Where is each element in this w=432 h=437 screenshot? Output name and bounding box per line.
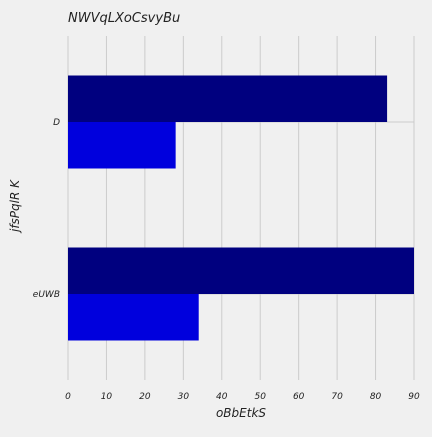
- x-tick-label: 80: [370, 392, 382, 402]
- x-tick-label: 90: [408, 392, 420, 402]
- x-tick-label: 70: [331, 392, 343, 402]
- x-tick-label: 0: [65, 392, 71, 402]
- x-tick-label: 40: [216, 392, 228, 402]
- x-tick-label: 10: [101, 392, 113, 402]
- bar-series-1-eUWB: [68, 247, 414, 294]
- y-tick-label: eUWB: [33, 290, 60, 300]
- bar-series-1-D: [68, 75, 388, 122]
- x-tick-label: 30: [178, 392, 190, 402]
- x-tick-label: 60: [293, 392, 305, 402]
- x-axis-title: oBbEtkS: [216, 406, 266, 420]
- bar-series-2-eUWB: [68, 294, 199, 341]
- y-tick-label: D: [53, 118, 60, 128]
- bar-series-2-D: [68, 122, 176, 169]
- tick-labels: 0 10 20 30 40 50 60 70 80 90 eUWB D: [33, 118, 420, 402]
- bars: [68, 75, 414, 341]
- y-axis-title: jfsPqlR K: [8, 179, 22, 234]
- x-tick-label: 50: [254, 392, 266, 402]
- chart-title: NWVqLXoCsvyBu: [68, 11, 180, 26]
- x-tick-label: 20: [139, 392, 151, 402]
